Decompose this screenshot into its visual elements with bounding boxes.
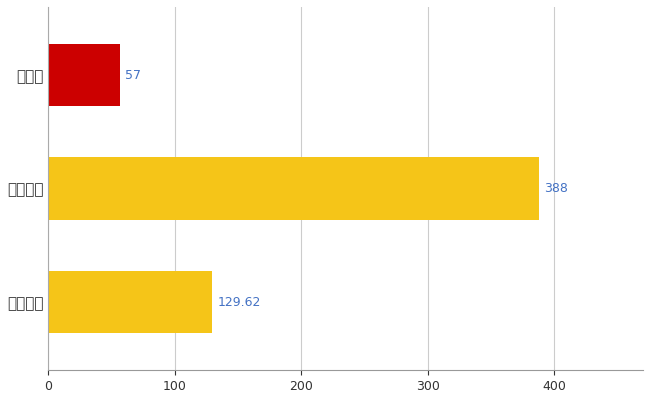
Text: 388: 388 [544, 182, 568, 195]
Text: 129.62: 129.62 [217, 296, 261, 309]
Bar [48, 271, 213, 334]
Bar [48, 158, 540, 220]
Text: 57: 57 [125, 68, 142, 82]
Bar [48, 44, 120, 106]
